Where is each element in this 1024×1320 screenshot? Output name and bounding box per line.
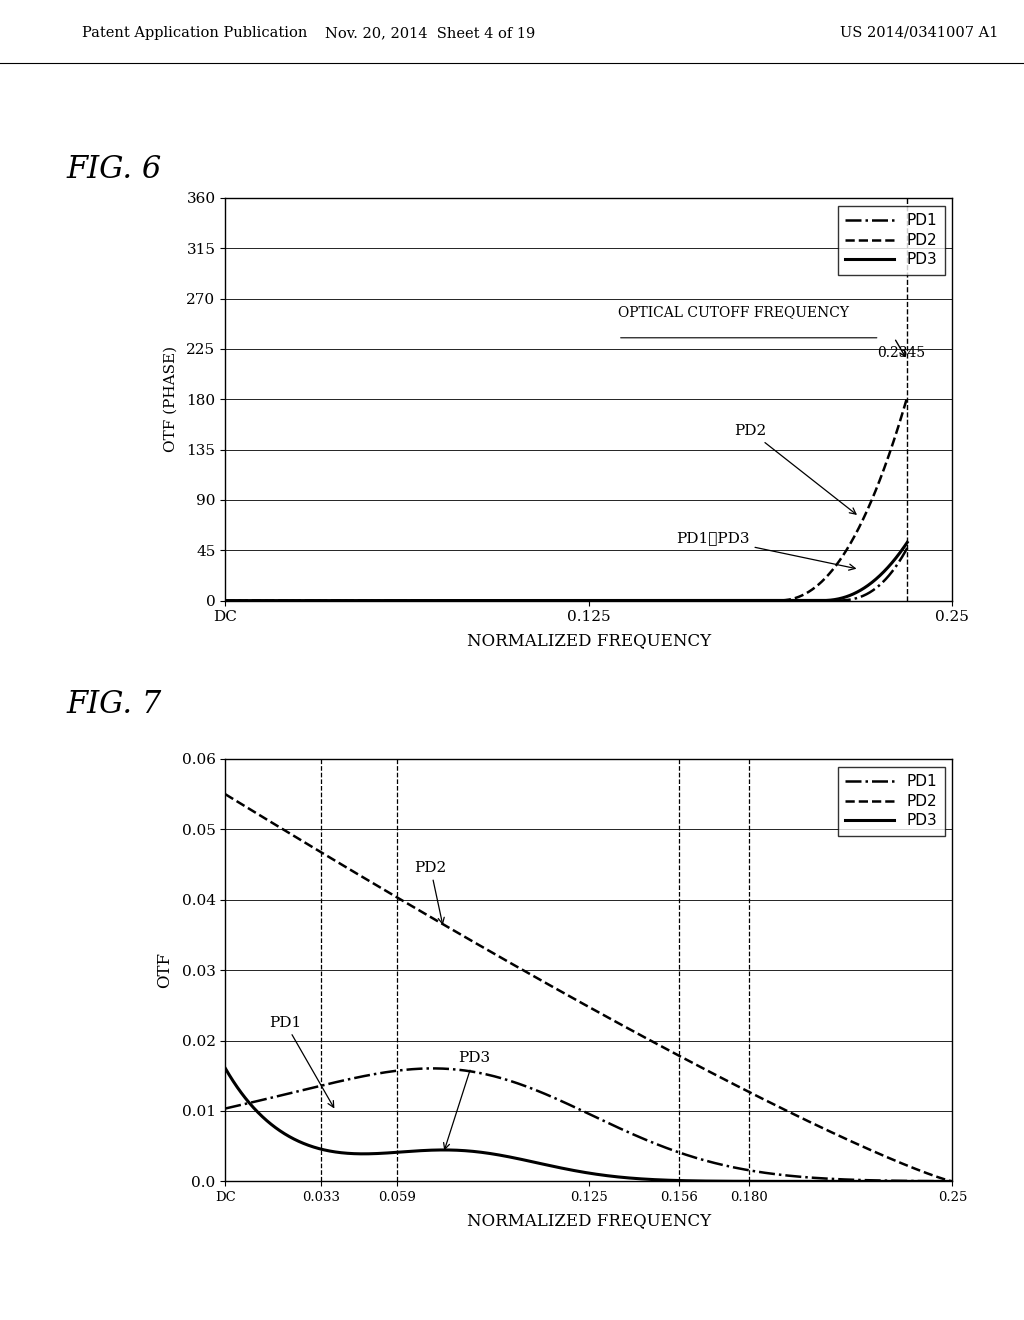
PD3: [219, 1060, 231, 1076]
Line: PD1: PD1: [225, 1068, 952, 1181]
PD3: [219, 593, 231, 609]
PD3: [553, 593, 565, 609]
Text: PD1，PD3: PD1，PD3: [676, 532, 855, 570]
PD3: [925, 1173, 937, 1189]
PD1: [219, 1101, 231, 1117]
X-axis label: NORMALIZED FREQUENCY: NORMALIZED FREQUENCY: [467, 632, 711, 649]
PD1: [256, 1092, 268, 1107]
PD3: [792, 1173, 804, 1189]
PD3: [256, 1109, 268, 1125]
PD1: [946, 1173, 958, 1189]
Text: Nov. 20, 2014  Sheet 4 of 19: Nov. 20, 2014 Sheet 4 of 19: [325, 26, 536, 40]
PD1: [554, 1093, 566, 1109]
PD1: [925, 1173, 937, 1189]
Line: PD2: PD2: [225, 397, 907, 601]
Text: US 2014/0341007 A1: US 2014/0341007 A1: [840, 26, 998, 40]
Line: PD3: PD3: [225, 543, 907, 601]
PD2: [553, 983, 565, 999]
PD2: [219, 787, 231, 803]
Text: 0.2345: 0.2345: [877, 346, 925, 359]
PD1: [926, 1173, 938, 1189]
Text: PD2: PD2: [734, 424, 856, 515]
PD2: [946, 1173, 958, 1189]
Text: FIG. 6: FIG. 6: [67, 154, 162, 185]
Text: PD1: PD1: [269, 1015, 334, 1107]
PD3: [553, 1160, 565, 1176]
PD1: [572, 593, 585, 609]
PD1: [792, 593, 804, 609]
PD1: [792, 1168, 804, 1184]
Y-axis label: OTF: OTF: [157, 952, 173, 989]
PD3: [256, 593, 268, 609]
PD1: [553, 593, 565, 609]
PD2: [553, 593, 565, 609]
Legend: PD1, PD2, PD3: PD1, PD2, PD3: [838, 206, 945, 275]
PD2: [256, 809, 268, 825]
Line: PD2: PD2: [225, 795, 952, 1181]
PD1: [256, 593, 268, 609]
PD2: [925, 1167, 937, 1183]
Text: OPTICAL CUTOFF FREQUENCY: OPTICAL CUTOFF FREQUENCY: [617, 305, 849, 318]
PD3: [925, 1173, 937, 1189]
Text: PD3: PD3: [443, 1051, 490, 1150]
PD2: [256, 593, 268, 609]
Line: PD1: PD1: [225, 548, 907, 601]
X-axis label: NORMALIZED FREQUENCY: NORMALIZED FREQUENCY: [467, 1213, 711, 1229]
PD2: [572, 994, 585, 1010]
PD2: [792, 589, 804, 605]
Line: PD3: PD3: [225, 1068, 952, 1181]
PD1: [219, 593, 231, 609]
PD2: [925, 1167, 937, 1183]
PD2: [219, 593, 231, 609]
PD1: [426, 1060, 438, 1076]
PD3: [792, 593, 804, 609]
Text: FIG. 7: FIG. 7: [67, 689, 162, 719]
Legend: PD1, PD2, PD3: PD1, PD2, PD3: [838, 767, 945, 836]
Y-axis label: OTF (PHASE): OTF (PHASE): [164, 346, 178, 453]
PD2: [572, 593, 585, 609]
PD3: [572, 593, 585, 609]
Text: PD2: PD2: [415, 861, 446, 924]
PD1: [573, 1101, 586, 1117]
Text: Patent Application Publication: Patent Application Publication: [82, 26, 307, 40]
PD3: [572, 1163, 585, 1179]
PD2: [792, 1109, 804, 1125]
PD3: [946, 1173, 958, 1189]
